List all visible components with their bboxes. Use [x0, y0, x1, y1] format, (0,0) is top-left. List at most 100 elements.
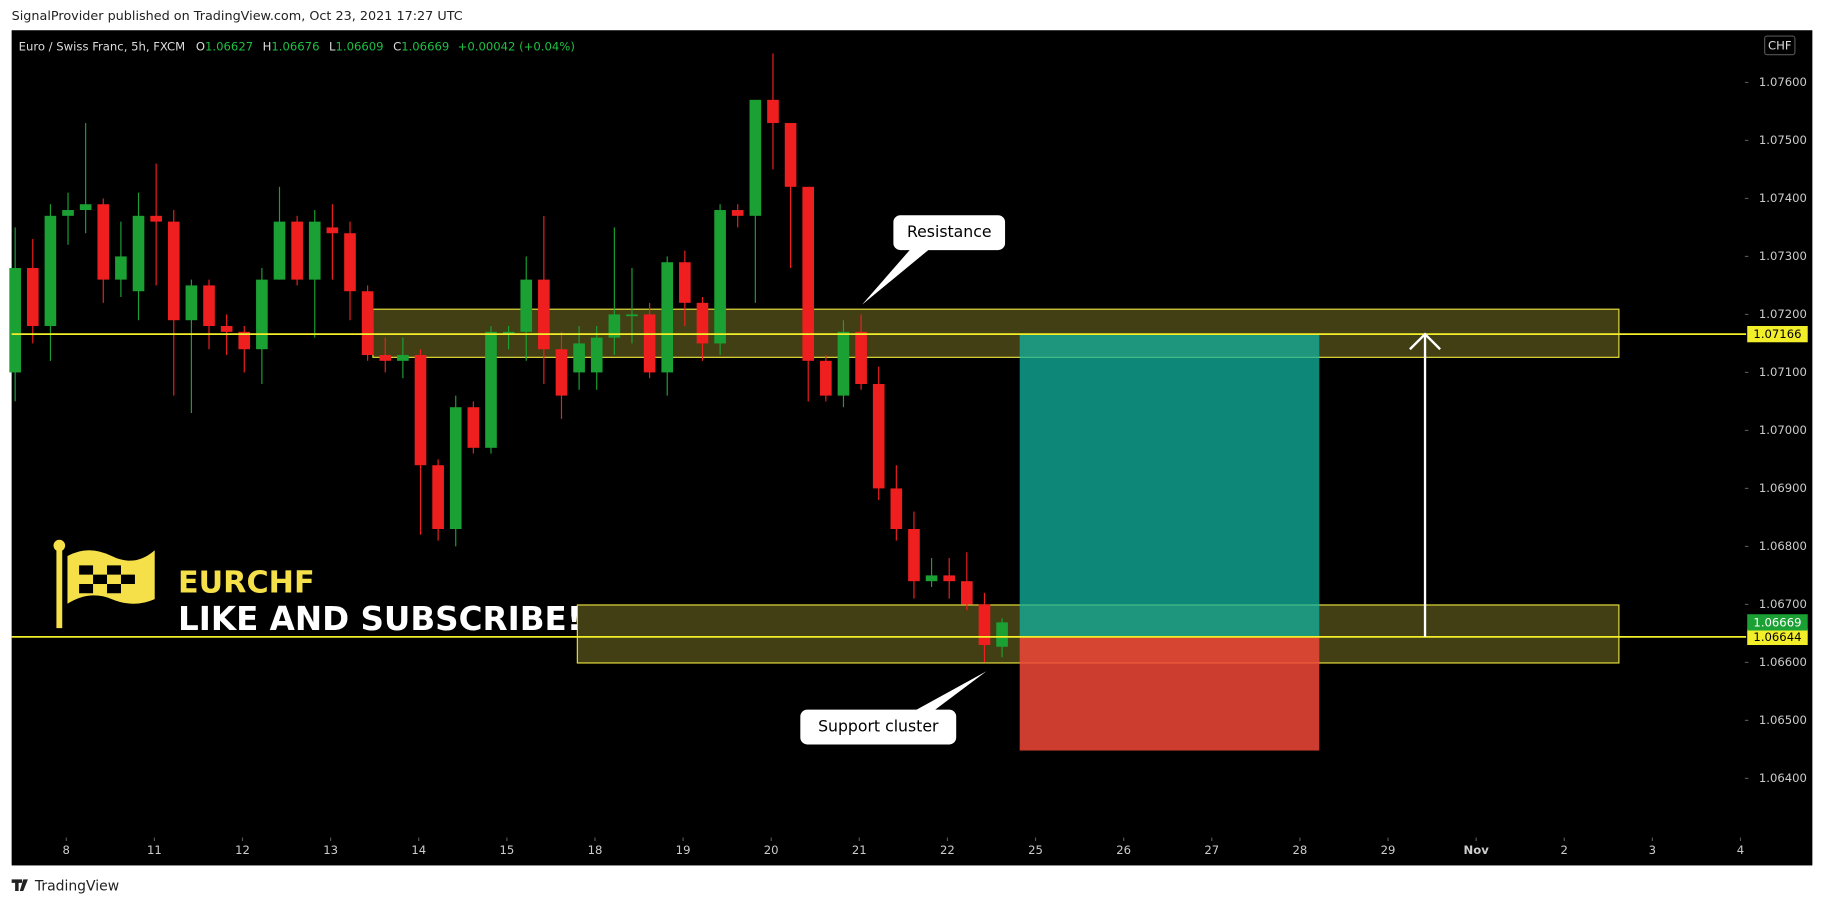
candle-body [273, 221, 286, 280]
candle-body [520, 279, 533, 332]
y-tick-label: 1.06700 [1759, 597, 1807, 611]
price-label: 1.07166 [1753, 327, 1801, 341]
y-tick-label: 1.07600 [1759, 75, 1807, 89]
candle-body [784, 123, 797, 187]
candle-body [432, 465, 444, 529]
candle-body [872, 384, 885, 489]
candle-body [837, 331, 850, 396]
candle-body [802, 186, 815, 361]
chart-title-line: Euro / Swiss Franc, 5h, FXCM O1.06627 H1… [19, 39, 575, 53]
ohlc-value: 1.06627 [205, 39, 253, 53]
candle-body [643, 314, 656, 373]
x-tick-label: 14 [411, 843, 426, 857]
x-tick-label: 20 [764, 843, 779, 857]
candle-body [308, 221, 321, 280]
candle-body [449, 407, 462, 529]
candle-body [696, 302, 709, 344]
x-tick-label: 19 [676, 843, 691, 857]
x-tick-label: 22 [940, 843, 955, 857]
candle-body [820, 360, 832, 396]
x-tick-label: 13 [323, 843, 338, 857]
candle-body [97, 204, 110, 280]
currency-badge [1764, 35, 1796, 56]
x-tick-label: 27 [1204, 843, 1219, 857]
callout-text: Support cluster [818, 717, 939, 736]
candle-body [890, 488, 903, 529]
candle-body [132, 215, 145, 292]
ohlc-value: 1.06676 [271, 39, 319, 53]
ohlc-value: 1.06669 [401, 39, 449, 53]
logo-icon [11, 879, 28, 892]
footer-text: TradingView [34, 878, 119, 894]
x-tick-label: 18 [588, 843, 603, 857]
x-tick-label: 15 [499, 843, 514, 857]
currency: CHF [1768, 38, 1792, 52]
candle-body [238, 331, 251, 350]
price-label-box [1747, 628, 1808, 646]
candle-body [661, 262, 674, 373]
price-label-box [1747, 325, 1808, 343]
candle-body [9, 268, 21, 373]
candle-body [185, 285, 198, 321]
candle-body [502, 331, 515, 334]
y-tick-label: 1.07500 [1759, 133, 1807, 147]
x-tick-label: 4 [1737, 843, 1744, 857]
x-tick-label: 21 [852, 843, 867, 857]
ohlc-letter: C [393, 39, 401, 53]
y-tick-label: 1.06500 [1759, 713, 1807, 727]
candle-body [379, 355, 392, 361]
ohlc-letter: O [196, 39, 205, 53]
candle-body [908, 528, 920, 582]
x-tick-label: 8 [63, 843, 70, 857]
target-arrow [1409, 332, 1441, 637]
y-tick-label: 1.07300 [1759, 249, 1807, 263]
candle-body [749, 99, 762, 216]
callout-bubble [861, 215, 1006, 305]
x-tick-label: 2 [1561, 843, 1568, 857]
y-tick-label: 1.07000 [1759, 423, 1807, 437]
candle-body [291, 221, 303, 280]
candle-body [943, 575, 956, 582]
candle-body [167, 221, 180, 321]
candle-body [326, 227, 339, 234]
candle-body [115, 256, 127, 280]
x-tick-label: 11 [147, 843, 162, 857]
candle-body [256, 279, 268, 350]
x-tick-label: 12 [235, 843, 250, 857]
candle-body [150, 215, 162, 222]
candle-body [855, 331, 867, 385]
ohlc-letter: L [329, 39, 336, 53]
y-tick-label: 1.07400 [1759, 191, 1807, 205]
last-price-label: 1.06669 [1753, 615, 1801, 629]
ohlc-value: 1.06609 [335, 39, 383, 53]
candle-body [467, 407, 480, 448]
candle-body [203, 285, 215, 327]
candle-body [44, 215, 57, 327]
candle-body [79, 204, 92, 211]
y-tick-label: 1.06600 [1759, 655, 1807, 669]
y-tick-label: 1.07200 [1759, 307, 1807, 321]
y-tick-label: 1.06800 [1759, 539, 1807, 553]
publish-header: SignalProvider published on TradingView.… [12, 9, 463, 24]
candle-body [925, 575, 938, 582]
footer-logo: TradingView [11, 878, 119, 894]
candle-body [731, 210, 744, 216]
candle-body [220, 326, 233, 332]
candle-body [555, 349, 568, 396]
candle-body [485, 331, 497, 448]
flag-knob [53, 539, 66, 552]
x-tick-label: 3 [1649, 843, 1656, 857]
y-tick-label: 1.07100 [1759, 365, 1807, 379]
x-tick-label: 26 [1116, 843, 1131, 857]
candle-body [608, 314, 621, 338]
candle-body [538, 279, 550, 350]
y-tick-label: 1.06900 [1759, 481, 1807, 495]
watermark-text: LIKE AND SUBSCRIBE! [178, 600, 582, 638]
candle-body [767, 99, 779, 124]
ohlc-letter: H [263, 39, 272, 53]
candle-body [590, 337, 603, 373]
candle-body [62, 210, 74, 216]
candle-body [978, 604, 991, 645]
x-tick-label: 28 [1293, 843, 1308, 857]
candle-body [714, 210, 726, 344]
